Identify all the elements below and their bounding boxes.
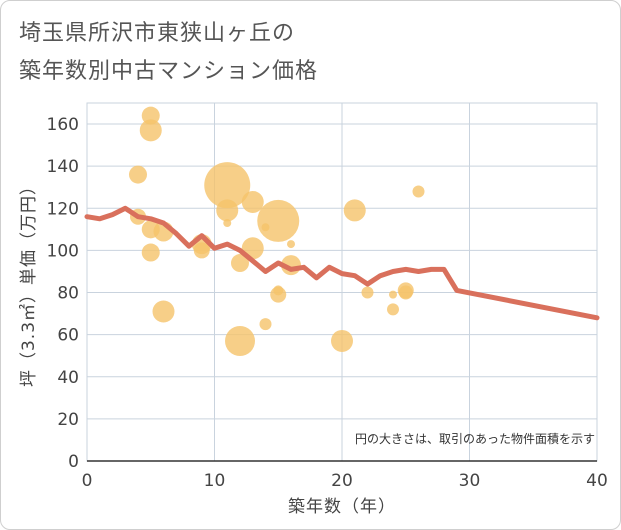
x-tick-label: 0 [82, 471, 93, 491]
y-tick-label: 120 [47, 199, 79, 219]
bubble [343, 199, 366, 222]
y-tick-label: 20 [57, 410, 79, 430]
chart-title-line-2: 築年数別中古マンション価格 [19, 59, 319, 84]
bubble [287, 240, 295, 249]
x-tick-label: 10 [204, 471, 226, 491]
bubble [141, 106, 160, 125]
bubble [204, 162, 251, 209]
trend-line-layer [84, 205, 600, 321]
y-axis-title: 坪（3.3㎡）単価（万円） [19, 177, 39, 387]
bubble [129, 165, 147, 184]
bubble [216, 199, 239, 222]
y-tick-label: 0 [68, 452, 79, 472]
tick-labels: 0 10 20 30 40 0 20 40 60 80 100 120 140 160 [47, 115, 608, 491]
bubble [259, 318, 272, 331]
chart-title-line-1: 埼玉県所沢市東狭山ヶ丘の [19, 21, 296, 46]
y-tick-label: 140 [47, 157, 79, 177]
x-tick-label: 40 [586, 471, 608, 491]
bubble [139, 119, 162, 142]
bubble [141, 243, 160, 262]
x-tick-label: 30 [459, 471, 481, 491]
x-axis-title: 築年数（年） [288, 497, 396, 517]
bubble [387, 303, 399, 316]
bubble [270, 286, 287, 303]
bubble [389, 290, 397, 299]
bubble [412, 185, 425, 198]
bubble [152, 300, 175, 323]
trend-line [84, 205, 600, 321]
bubble [398, 285, 413, 300]
y-tick-label: 60 [57, 326, 79, 346]
bubble [231, 254, 249, 273]
y-tick-label: 100 [47, 241, 79, 261]
bubble [241, 190, 264, 213]
bubble [257, 199, 300, 242]
x-tick-label: 20 [331, 471, 353, 491]
y-tick-label: 160 [47, 115, 79, 135]
bubble [225, 325, 255, 356]
bubble [223, 219, 232, 228]
bubble-layer [129, 106, 425, 356]
bubble [361, 286, 374, 299]
bubble [193, 242, 210, 259]
bubble [331, 329, 353, 352]
y-tick-label: 80 [57, 284, 79, 304]
y-tick-label: 40 [57, 368, 79, 388]
bubble-size-note: 円の大きさは、取引のあった物件面積を示す [355, 431, 595, 446]
